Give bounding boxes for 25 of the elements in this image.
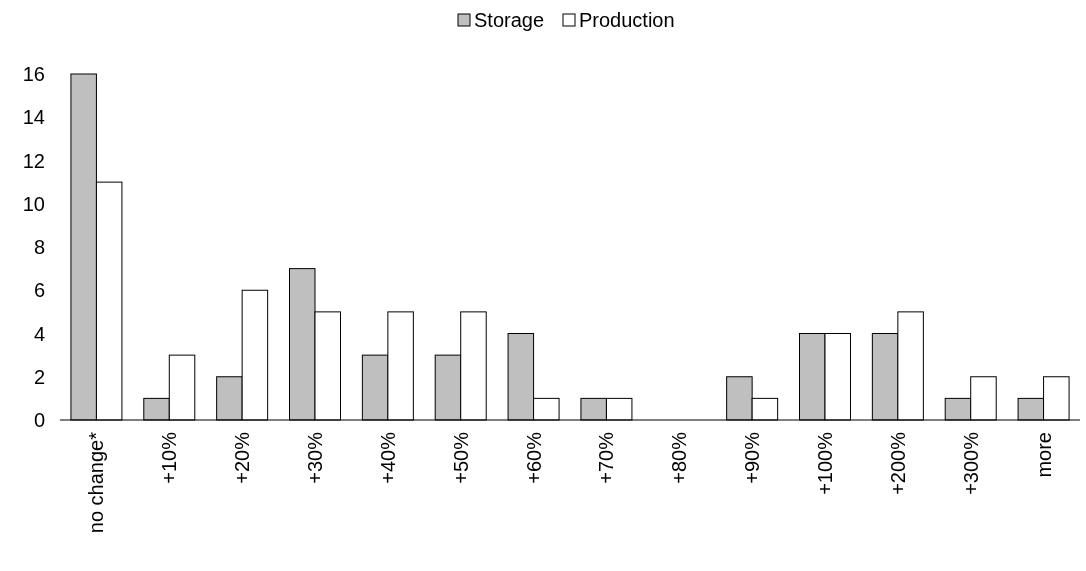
legend-label: Storage bbox=[474, 9, 545, 31]
y-tick-label: 16 bbox=[22, 63, 45, 85]
x-tick-label: +10% bbox=[158, 431, 181, 484]
x-tick-label: +90% bbox=[741, 431, 764, 484]
y-tick-label: 10 bbox=[22, 192, 45, 215]
x-tick-label: +30% bbox=[304, 431, 326, 484]
x-tick-label: +200% bbox=[886, 431, 909, 495]
x-tick-label: more bbox=[1032, 432, 1055, 478]
y-tick-label: 12 bbox=[22, 149, 45, 172]
x-tick-label: +80% bbox=[668, 431, 691, 484]
x-tick-label: +20% bbox=[231, 431, 254, 484]
y-tick-label: 4 bbox=[33, 322, 45, 345]
y-tick-label: 8 bbox=[33, 236, 45, 258]
x-tick-label: +60% bbox=[522, 431, 545, 484]
y-tick-label: 14 bbox=[22, 106, 45, 129]
x-tick-label: +70% bbox=[595, 431, 618, 484]
y-tick-label: 2 bbox=[33, 365, 45, 388]
y-tick-label: 0 bbox=[33, 409, 45, 431]
x-tick-label: +40% bbox=[376, 431, 399, 484]
legend-label: Production bbox=[579, 9, 675, 31]
y-tick-label: 6 bbox=[33, 279, 45, 302]
x-tick-label: +300% bbox=[959, 431, 982, 495]
x-tick-label: +50% bbox=[449, 431, 472, 484]
x-tick-label: no change* bbox=[85, 431, 108, 534]
x-tick-label: +100% bbox=[814, 431, 836, 495]
